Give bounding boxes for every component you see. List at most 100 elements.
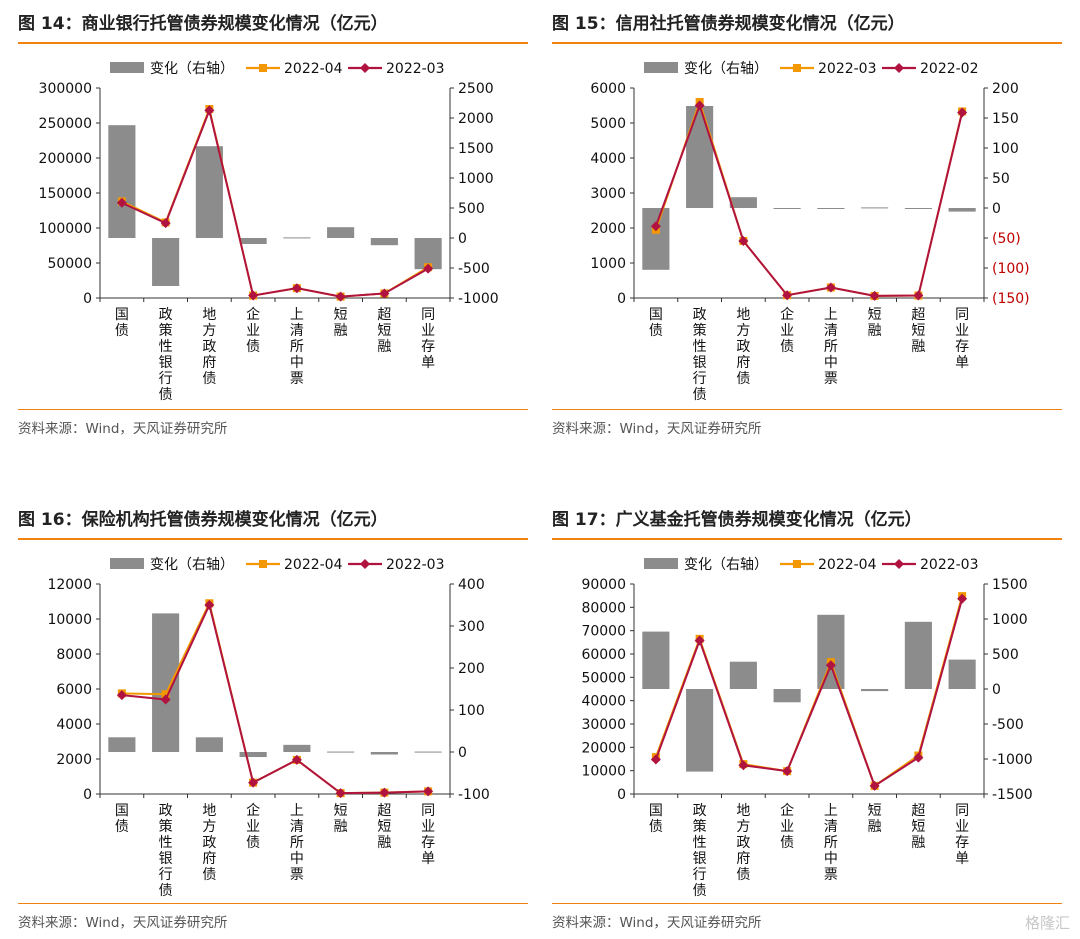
chart-title: 图 15：信用社托管债券规模变化情况（亿元） [552, 14, 905, 34]
point-line-b [423, 786, 434, 797]
bar-change [948, 659, 976, 689]
legend-label-line-b: 2022-03 [386, 557, 445, 573]
title-rule [18, 538, 528, 540]
title-rule [18, 42, 528, 44]
point-line-b [825, 282, 836, 293]
bar-change [195, 737, 223, 752]
chart-source: 资料来源：Wind，天风证券研究所 [18, 421, 228, 437]
y-tick-label-right: 100 [458, 703, 485, 719]
y-tick-label-left: 1000 [590, 256, 626, 272]
y-tick-label-right: (150) [992, 291, 1030, 307]
x-tick-label: 国债 [649, 307, 663, 339]
x-tick-label: 同业存单 [955, 307, 969, 371]
legend-marker-line-a [259, 64, 267, 72]
point-line-b [869, 780, 880, 791]
x-tick-label: 地方政府债 [202, 803, 216, 883]
legend-marker-line-a [259, 560, 267, 568]
x-tick-label: 政策性银行债 [159, 307, 173, 403]
y-tick-label-left: 5000 [590, 116, 626, 132]
y-tick-label-right: 150 [992, 111, 1019, 127]
chart-svg-17: 变化（右轴） 2022-04 2022-0301000020000300004000… [581, 557, 1033, 899]
x-tick-label: 企业债 [780, 802, 794, 851]
point-line-b [694, 635, 705, 646]
bar-change [327, 751, 355, 753]
legend-marker-line-b [894, 559, 904, 569]
y-tick-label-left: 90000 [581, 577, 626, 593]
bar-change [239, 752, 267, 758]
y-tick-label-left: 6000 [56, 682, 92, 698]
y-tick-label-right: -1000 [458, 291, 499, 307]
source-rule [18, 409, 528, 410]
point-line-b [869, 290, 880, 301]
point-line-a [161, 690, 170, 699]
y-tick-label-left: 100000 [39, 221, 92, 237]
x-tick-label: 上清所中票 [290, 803, 304, 883]
legend-label-bar: 变化（右轴） [150, 557, 234, 573]
legend-swatch-bar [644, 558, 678, 569]
y-tick-label-left: 0 [617, 291, 626, 307]
bar-change [686, 689, 714, 772]
x-tick-label: 超短融 [377, 803, 391, 851]
x-tick-label: 地方政府债 [736, 803, 750, 883]
x-tick-label: 超短融 [377, 307, 391, 355]
point-line-b [913, 752, 924, 763]
chart-panel-16: 图 16：保险机构托管债券规模变化情况（亿元） 变化（右轴） 2022-04 202… [18, 506, 528, 936]
point-line-b [291, 754, 302, 765]
x-tick-label: 上清所中票 [290, 307, 304, 387]
legend-label-line-a: 2022-04 [284, 61, 343, 77]
bar-change [642, 631, 670, 689]
x-tick-label: 短融 [334, 307, 348, 339]
bar-change [686, 106, 714, 208]
y-tick-label-left: 50000 [47, 256, 92, 272]
point-line-b [204, 105, 215, 116]
title-rule [552, 538, 1062, 540]
legend-label-line-b: 2022-02 [920, 61, 979, 77]
bar-change [817, 208, 845, 209]
legend-label-line-a: 2022-04 [284, 557, 343, 573]
y-tick-label-left: 300000 [39, 81, 92, 97]
x-tick-label: 地方政府债 [736, 307, 750, 387]
bar-change [948, 208, 976, 212]
x-tick-label: 短融 [868, 307, 882, 339]
legend-label-line-b: 2022-03 [386, 61, 445, 77]
y-tick-label-left: 40000 [581, 694, 626, 710]
legend-marker-line-a [793, 64, 801, 72]
x-tick-label: 国债 [115, 307, 129, 339]
y-tick-label-right: 1500 [992, 577, 1028, 593]
bar-change [729, 661, 757, 689]
bar-change [904, 621, 932, 689]
y-tick-label-left: 3000 [590, 186, 626, 202]
legend-label-line-a: 2022-04 [818, 557, 877, 573]
chart-title: 图 14：商业银行托管债券规模变化情况（亿元） [18, 14, 388, 34]
y-tick-label-left: 2000 [56, 752, 92, 768]
legend-marker-line-b [894, 63, 904, 73]
y-tick-label-right: -1500 [992, 787, 1033, 803]
y-tick-label-right: 2500 [458, 81, 494, 97]
point-line-b [825, 660, 836, 671]
legend-label-bar: 变化（右轴） [150, 61, 234, 77]
point-line-b [423, 263, 434, 274]
x-tick-label: 短融 [868, 803, 882, 835]
x-tick-label: 地方政府债 [202, 307, 216, 387]
point-line-b [738, 235, 749, 246]
x-tick-label: 国债 [649, 803, 663, 835]
bar-change [817, 614, 845, 689]
x-tick-label: 超短融 [911, 803, 925, 851]
point-line-b [248, 777, 259, 788]
point-line-b [160, 694, 171, 705]
legend-marker-line-a [793, 560, 801, 568]
bar-change [370, 752, 398, 755]
point-line-b [694, 100, 705, 111]
bar-change [904, 208, 932, 209]
y-tick-label-right: (50) [992, 231, 1021, 247]
y-tick-label-right: 300 [458, 619, 485, 635]
bar-change [414, 751, 442, 753]
chart-svg-14: 变化（右轴） 2022-04 2022-03 0 50000 100000 150000 20… [39, 61, 499, 403]
point-line-b [650, 221, 661, 232]
title-rule [552, 42, 1062, 44]
point-line-b [248, 290, 259, 301]
legend-label-line-a: 2022-03 [818, 61, 877, 77]
series-line-b [654, 102, 964, 297]
point-line-b [782, 766, 793, 777]
bar-change [283, 744, 311, 752]
